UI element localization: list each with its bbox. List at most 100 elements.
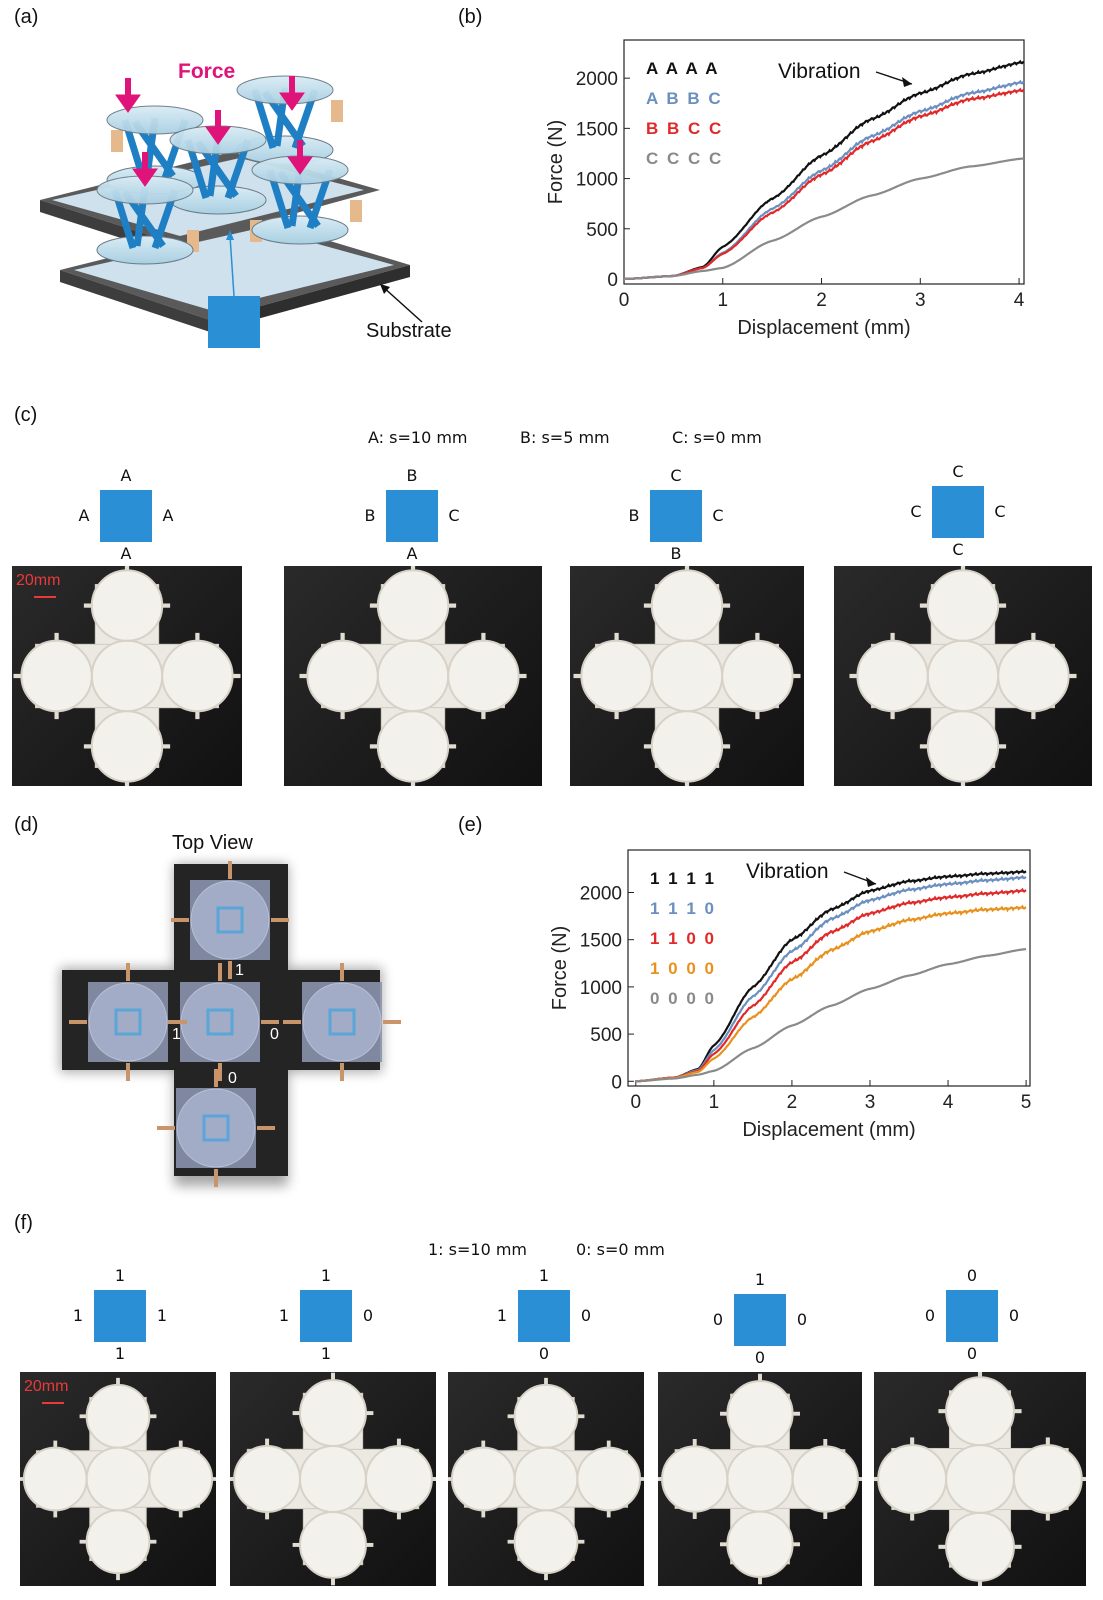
specimen-photo-drawing <box>658 1373 862 1585</box>
specimen-photo-drawing <box>13 566 241 786</box>
annotation-arrowhead <box>902 77 912 87</box>
config-4-left-label: C <box>910 502 922 521</box>
config-1-top-label: A <box>120 466 132 485</box>
specimen-photo-5 <box>874 1372 1086 1586</box>
chart-b: 0 1 2 3 4 0 500 1000 1500 2000 Displacement (mm) Fo… <box>545 39 1025 339</box>
x-axis-label: Displacement (mm) <box>742 1119 915 1141</box>
panel-label-d: (d) <box>14 814 39 836</box>
force-label: Force <box>178 60 236 83</box>
legend-entry-1: A A A A <box>646 59 720 78</box>
legend-entry-3: B B C C <box>646 119 723 138</box>
config-2-bottom-label: A <box>406 544 418 563</box>
top-view-title: Top View <box>172 832 253 854</box>
config-3-left-label: 1 <box>496 1306 508 1325</box>
series-line-2 <box>623 79 1025 281</box>
vibration-annotation: Vibration <box>778 60 861 83</box>
y-tick-label: 0 <box>611 1072 622 1093</box>
legend-entry-1: 1 1 1 1 <box>650 869 716 888</box>
config-square-4 <box>734 1294 786 1346</box>
y-tick-label: 2000 <box>576 69 618 90</box>
top-view-label-right: 0 <box>270 1026 279 1043</box>
specimen-photo-4 <box>658 1372 862 1586</box>
legend-entry-2: 1 1 1 0 <box>650 899 716 918</box>
config-2-right-label: C <box>448 506 460 525</box>
config-1-bottom-label: 1 <box>114 1344 126 1363</box>
plot-frame <box>627 849 1031 1087</box>
specimen-photo-drawing <box>849 566 1077 786</box>
config-3-right-label: 0 <box>580 1306 592 1325</box>
config-1-right-label: A <box>162 506 174 525</box>
specimen-photo-drawing <box>573 566 801 786</box>
specimen-photo-drawing <box>874 1372 1086 1586</box>
config-5-bottom-label: 0 <box>966 1344 978 1363</box>
panel-label-e: (e) <box>458 814 483 836</box>
series-line-3 <box>623 87 1025 281</box>
plot-frame <box>623 39 1025 285</box>
x-tick-label: 3 <box>915 290 926 311</box>
config-3-bottom-label: 0 <box>538 1344 550 1363</box>
scale-bar <box>42 1402 64 1404</box>
legend-entry-4: 1 0 0 0 <box>650 959 716 978</box>
config-square-2 <box>386 490 438 542</box>
config-3-top-label: C <box>670 466 682 485</box>
y-tick-label: 2000 <box>580 883 622 904</box>
config-2-top-label: 1 <box>320 1266 332 1285</box>
unit-cells <box>96 75 362 265</box>
config-5-right-label: 0 <box>1008 1306 1020 1325</box>
config-4-bottom-label: 0 <box>754 1348 766 1367</box>
panel-label-b: (b) <box>458 6 483 28</box>
specimen-photo-drawing <box>299 566 527 786</box>
panel-label-a: (a) <box>14 6 39 28</box>
unit-square-icon <box>208 296 260 348</box>
panel-label-f: (f) <box>14 1212 33 1234</box>
legend-entry-3: 1 1 0 0 <box>650 929 716 948</box>
y-axis-label: Force (N) <box>545 120 567 204</box>
y-tick-label: 1500 <box>576 119 618 140</box>
scale-bar-label: 20mm <box>16 572 61 589</box>
config-4-right-label: 0 <box>796 1310 808 1329</box>
y-tick-label: 500 <box>586 220 618 241</box>
panel-label-c: (c) <box>14 404 38 426</box>
x-tick-label: 1 <box>717 290 728 311</box>
substrate-label: Substrate <box>366 320 452 342</box>
config-2-left-label: B <box>364 506 376 525</box>
scale-bar-label: 20mm <box>24 1378 69 1395</box>
config-4-left-label: 0 <box>712 1310 724 1329</box>
vibration-annotation: Vibration <box>746 860 829 883</box>
config-square-2 <box>300 1290 352 1342</box>
config-4-top-label: C <box>952 462 964 481</box>
legend-entry-2: A B B C <box>646 89 723 108</box>
config-4-top-label: 1 <box>754 1270 766 1289</box>
legend-one: 1: s=10 mm <box>428 1240 528 1259</box>
specimen-photo-2 <box>230 1372 436 1586</box>
x-tick-label: 5 <box>1021 1092 1032 1113</box>
config-5-left-label: 0 <box>924 1306 936 1325</box>
force-arrows <box>115 76 313 187</box>
series-line-4 <box>623 157 1025 281</box>
specimen-photo-2 <box>284 566 542 786</box>
config-4-right-label: C <box>994 502 1006 521</box>
x-tick-label: 2 <box>816 290 827 311</box>
config-square-3 <box>518 1290 570 1342</box>
config-3-left-label: B <box>628 506 640 525</box>
series-line-4 <box>635 904 1027 1083</box>
specimen-photo-3 <box>448 1372 644 1586</box>
config-square-1 <box>100 490 152 542</box>
config-2-bottom-label: 1 <box>320 1344 332 1363</box>
x-tick-label: 0 <box>631 1092 642 1113</box>
config-square-1 <box>94 1290 146 1342</box>
y-axis-label: Force (N) <box>549 926 571 1010</box>
x-tick-label: 1 <box>709 1092 720 1113</box>
legend-c: C: s=0 mm <box>672 428 762 447</box>
specimen-photo-drawing <box>230 1372 436 1586</box>
config-1-left-label: A <box>78 506 90 525</box>
config-square-3 <box>650 490 702 542</box>
x-tick-label: 0 <box>619 290 630 311</box>
config-square-5 <box>946 1290 998 1342</box>
legend-a: A: s=10 mm <box>368 428 468 447</box>
y-tick-label: 1500 <box>580 931 622 952</box>
legend-entry-4: C C C C <box>646 149 723 168</box>
config-5-top-label: 0 <box>966 1266 978 1285</box>
x-tick-label: 2 <box>787 1092 798 1113</box>
config-3-top-label: 1 <box>538 1266 550 1285</box>
